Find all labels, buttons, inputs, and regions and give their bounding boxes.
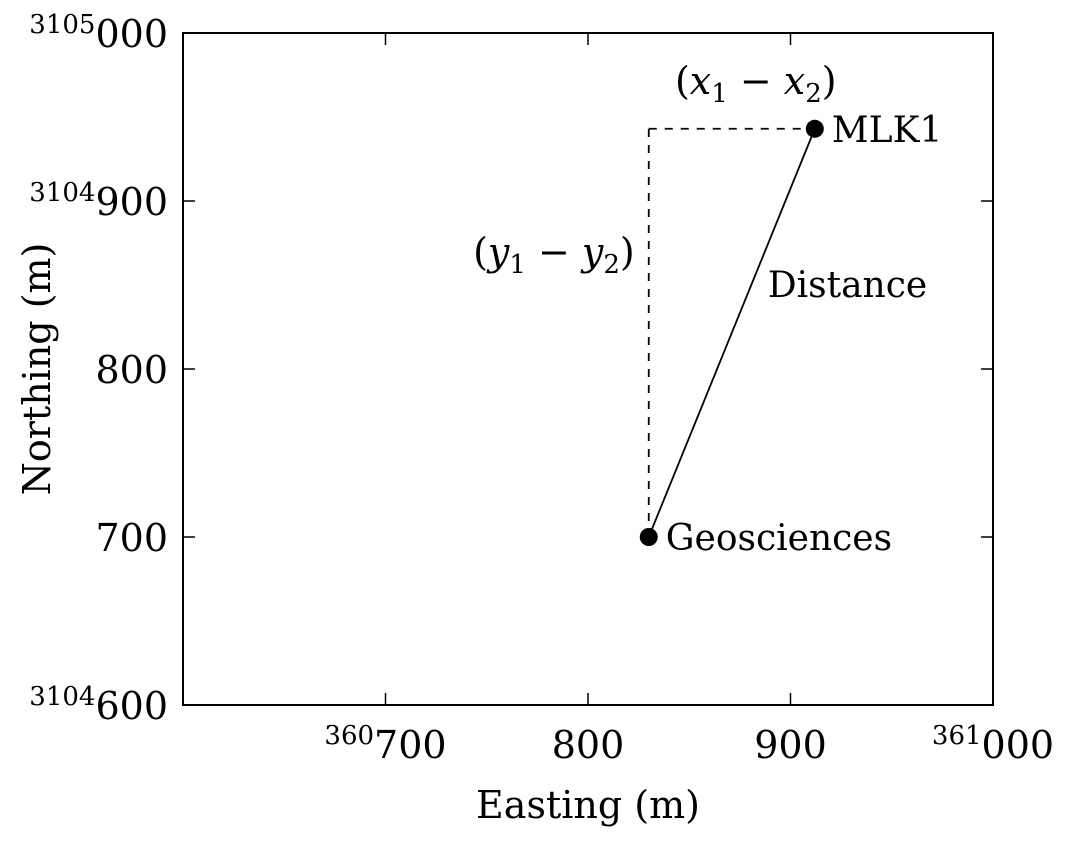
y-tick-label-2: 800 bbox=[95, 348, 168, 392]
distance-label: Distance bbox=[768, 265, 927, 306]
y-tick-label-1: 700 bbox=[95, 516, 168, 560]
dy-annotation: (y1 − y2) bbox=[473, 230, 635, 280]
x-tick-main-3: 000 bbox=[982, 723, 1055, 767]
point-1 bbox=[805, 119, 824, 138]
x-tick-label-3: 361000 bbox=[932, 721, 1054, 767]
y-axis-label: Northing (m) bbox=[15, 243, 59, 496]
x-tick-prefix-3: 361 bbox=[932, 721, 982, 751]
x-tick-label-1: 800 bbox=[552, 723, 625, 767]
distance-line bbox=[647, 128, 816, 538]
y-tick-main-0: 600 bbox=[95, 684, 168, 728]
guides bbox=[647, 127, 816, 538]
y-tick-label-0: 3104600 bbox=[29, 682, 168, 728]
y-tick-label-3: 3104900 bbox=[29, 178, 168, 224]
y-tick-main-4: 000 bbox=[95, 12, 168, 56]
point-0 bbox=[639, 528, 658, 546]
y-tick-prefix-3: 3104 bbox=[29, 178, 95, 208]
y-tick-label-4: 3105000 bbox=[29, 10, 168, 56]
points: Geosciences MLK1 bbox=[639, 110, 943, 559]
y-tick-main-3: 900 bbox=[95, 180, 168, 224]
x-tick-label-0: 360700 bbox=[324, 721, 446, 767]
x-tick-prefix-0: 360 bbox=[324, 721, 374, 751]
y-tick-prefix-0: 3104 bbox=[29, 682, 95, 712]
y-tick-prefix-4: 3105 bbox=[29, 10, 95, 40]
dx-annotation: (x1 − x2) bbox=[675, 59, 837, 109]
x-axis-label: Easting (m) bbox=[476, 783, 700, 827]
x-tick-label-2: 900 bbox=[754, 723, 827, 767]
x-ticks: 360700 800 900 361000 bbox=[324, 33, 1054, 767]
point-label-1: MLK1 bbox=[832, 110, 943, 151]
point-label-0: Geosciences bbox=[666, 518, 892, 559]
x-tick-main-0: 700 bbox=[374, 723, 447, 767]
